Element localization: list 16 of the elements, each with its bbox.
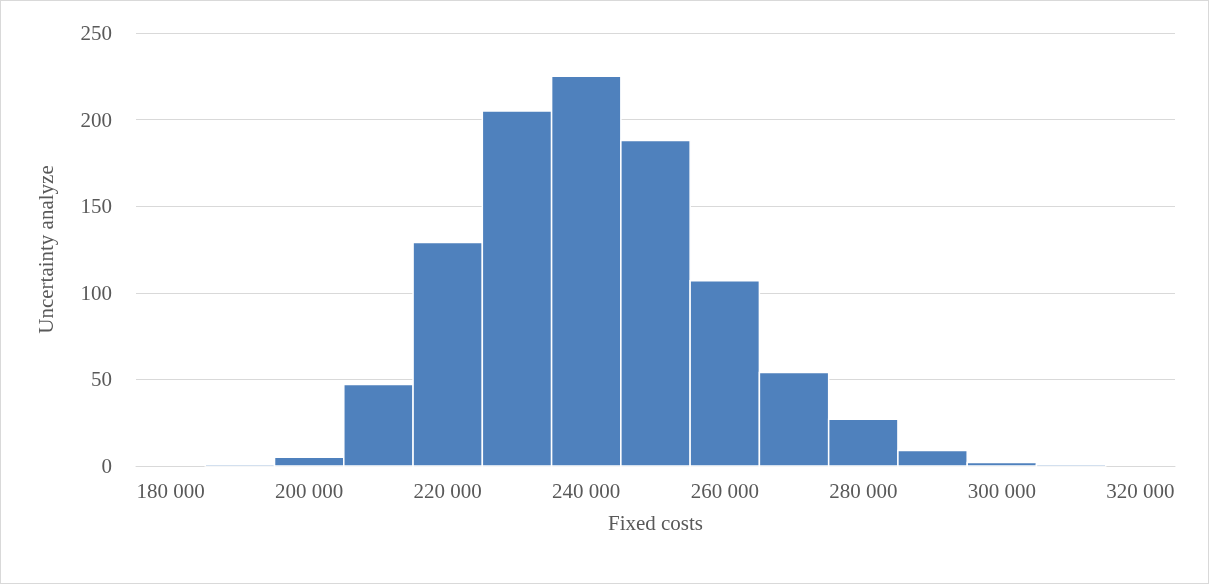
x-axis-title: Fixed costs: [607, 510, 704, 535]
x-tick-label: 180 000: [136, 478, 205, 503]
y-tick-label: 50: [91, 367, 112, 392]
y-tick-label: 150: [80, 194, 112, 219]
y-tick-label: 250: [80, 21, 112, 45]
x-tick-label: 200 000: [275, 478, 344, 503]
x-tick-label: 300 000: [967, 478, 1036, 503]
x-tick-label: 240 000: [552, 478, 621, 503]
y-axis-title: Uncertainty analyze: [33, 165, 58, 334]
y-tick-label: 200: [80, 107, 112, 132]
x-tick-label: 260 000: [690, 478, 759, 503]
x-tick-label: 320 000: [1106, 478, 1175, 503]
y-tick-label: 0: [101, 454, 112, 478]
y-tick-label: 100: [80, 280, 112, 305]
x-tick-label: 220 000: [413, 478, 482, 503]
x-tick-label: 280 000: [829, 478, 898, 503]
